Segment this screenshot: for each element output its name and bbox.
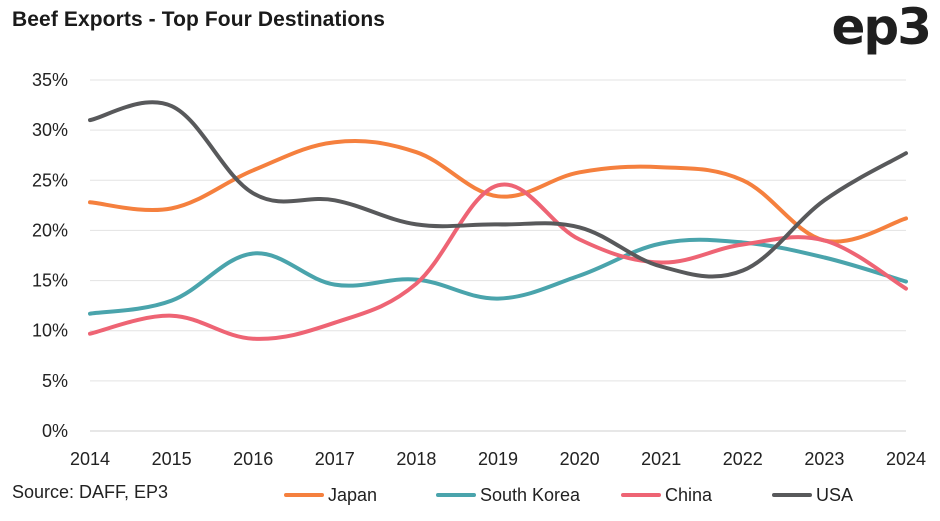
legend-label-south-korea: South Korea [480, 485, 581, 505]
y-tick-label: 20% [32, 220, 68, 240]
legend-label-usa: USA [816, 485, 853, 505]
x-axis-ticks: 2014 2015 2016 2017 2018 2019 2020 2021 2022 2023… [70, 449, 926, 469]
x-tick-label: 2016 [233, 449, 273, 469]
y-axis-ticks: 0% 5% 10% 15% 20% 25% 30% 35% [32, 70, 68, 441]
x-tick-label: 2021 [641, 449, 681, 469]
ep3-logo: ep3 [831, 0, 932, 56]
x-tick-label: 2017 [315, 449, 355, 469]
series-lines [88, 100, 908, 341]
x-tick-label: 2023 [804, 449, 844, 469]
legend-label-china: China [665, 485, 713, 505]
y-tick-label: 5% [42, 371, 68, 391]
series-line-china [88, 182, 908, 341]
x-tick-label: 2018 [396, 449, 436, 469]
y-tick-label: 15% [32, 271, 68, 291]
legend-label-japan: Japan [328, 485, 377, 505]
y-tick-label: 30% [32, 120, 68, 140]
gridlines [90, 79, 906, 432]
y-tick-label: 10% [32, 321, 68, 341]
chart-title: Beef Exports - Top Four Destinations [12, 8, 386, 31]
x-tick-label: 2015 [152, 449, 192, 469]
series-line-south-korea [88, 237, 908, 316]
y-tick-label: 35% [32, 70, 68, 90]
legend: Japan South Korea China USA [284, 485, 853, 505]
x-tick-label: 2022 [723, 449, 763, 469]
x-tick-label: 2024 [886, 449, 926, 469]
series-line-usa [88, 100, 908, 279]
x-tick-label: 2014 [70, 449, 110, 469]
x-tick-label: 2020 [560, 449, 600, 469]
series-line-japan [88, 139, 908, 244]
source-note: Source: DAFF, EP3 [12, 482, 169, 502]
x-tick-label: 2019 [478, 449, 518, 469]
y-tick-label: 25% [32, 170, 68, 190]
y-tick-label: 0% [42, 421, 68, 441]
